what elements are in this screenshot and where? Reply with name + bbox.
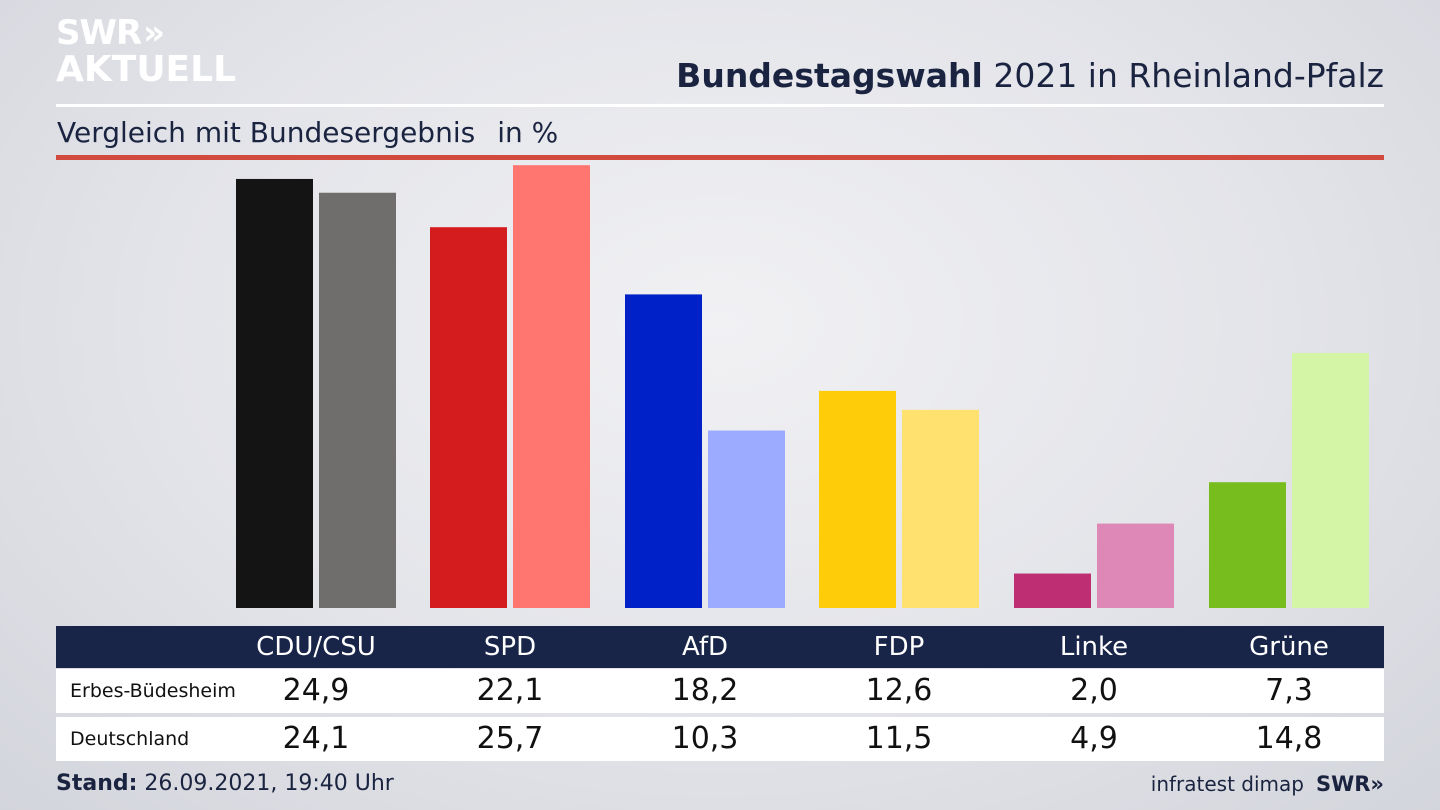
value-spd-deutschland: 25,7 — [476, 721, 544, 756]
bar-linke-deutschland — [1097, 523, 1174, 608]
value-cdu-csu-deutschland: 24,1 — [282, 721, 350, 756]
value-gr-ne-deutschland: 14,8 — [1255, 721, 1323, 756]
stand-value: 26.09.2021, 19:40 Uhr — [144, 771, 394, 796]
value-afd-deutschland: 10,3 — [671, 721, 739, 756]
value-fdp-erbes-buedesheim: 12,6 — [865, 673, 933, 708]
bar-gr-ne-erbes-buedesheim — [1209, 482, 1286, 608]
value-gr-ne-erbes-buedesheim: 7,3 — [1265, 673, 1313, 708]
value-spd-erbes-buedesheim: 22,1 — [476, 673, 544, 708]
swr-aktuell-logo: SWR» AKTUELL — [56, 16, 236, 88]
row-label-deutschland: Deutschland — [70, 728, 190, 750]
bar-spd-erbes-buedesheim — [430, 227, 507, 608]
source-text: infratest dimap — [1150, 772, 1304, 796]
value-fdp-deutschland: 11,5 — [865, 721, 933, 756]
table-header-bar — [56, 626, 1384, 668]
bar-cdu-csu-deutschland — [319, 192, 396, 608]
bar-fdp-erbes-buedesheim — [819, 390, 896, 608]
subtitle-divider — [56, 155, 1384, 160]
value-afd-erbes-buedesheim: 18,2 — [671, 673, 739, 708]
header-divider — [56, 104, 1384, 107]
title-rest: 2021 in Rheinland-Pfalz — [993, 56, 1384, 95]
table-row — [56, 669, 1384, 713]
value-linke-deutschland: 4,9 — [1070, 721, 1118, 756]
bar-linke-erbes-buedesheim — [1014, 573, 1091, 608]
footer-stand: Stand: 26.09.2021, 19:40 Uhr — [56, 771, 394, 796]
column-header-cdu-csu: CDU/CSU — [256, 632, 376, 662]
bar-cdu-csu-erbes-buedesheim — [236, 178, 313, 608]
row-label-erbes-buedesheim: Erbes-Büdesheim — [70, 680, 236, 702]
bar-afd-deutschland — [708, 430, 785, 608]
column-header-fdp: FDP — [873, 632, 925, 662]
title-bold: Bundestagswahl — [676, 56, 983, 95]
column-header-spd: SPD — [483, 632, 537, 662]
value-linke-erbes-buedesheim: 2,0 — [1070, 673, 1118, 708]
subtitle: Vergleich mit Bundesergebnis in % — [57, 116, 558, 149]
table-row — [56, 717, 1384, 761]
logo-line2: AKTUELL — [56, 49, 237, 90]
stand-label: Stand: — [56, 771, 138, 796]
column-header-afd: AfD — [681, 632, 729, 662]
swr-brand-logo: SWR» — [1315, 772, 1384, 796]
value-cdu-csu-erbes-buedesheim: 24,9 — [282, 673, 350, 708]
logo-line1: SWR — [56, 13, 142, 53]
bar-gr-ne-deutschland — [1292, 352, 1369, 608]
unit-label: in % — [497, 116, 559, 149]
page-title: Bundestagswahl 2021 in Rheinland-Pfalz — [676, 56, 1384, 95]
column-header-gr-ne: Grüne — [1249, 632, 1329, 662]
footer-source: infratest dimap SWR» — [1151, 772, 1384, 796]
subtitle-text: Vergleich mit Bundesergebnis — [57, 116, 476, 149]
bar-afd-erbes-buedesheim — [625, 294, 702, 608]
bar-spd-deutschland — [513, 165, 590, 608]
bar-fdp-deutschland — [902, 409, 979, 608]
column-header-linke: Linke — [1059, 632, 1129, 662]
